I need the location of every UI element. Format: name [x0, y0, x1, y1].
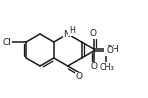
- Text: O: O: [76, 72, 83, 81]
- Text: O: O: [106, 46, 113, 55]
- Text: H: H: [69, 26, 75, 35]
- Text: N: N: [63, 29, 70, 39]
- Text: Cl: Cl: [3, 38, 11, 46]
- Text: O: O: [91, 62, 98, 71]
- Text: OH: OH: [105, 45, 119, 54]
- Text: O: O: [90, 29, 96, 38]
- Text: CH₃: CH₃: [100, 63, 114, 72]
